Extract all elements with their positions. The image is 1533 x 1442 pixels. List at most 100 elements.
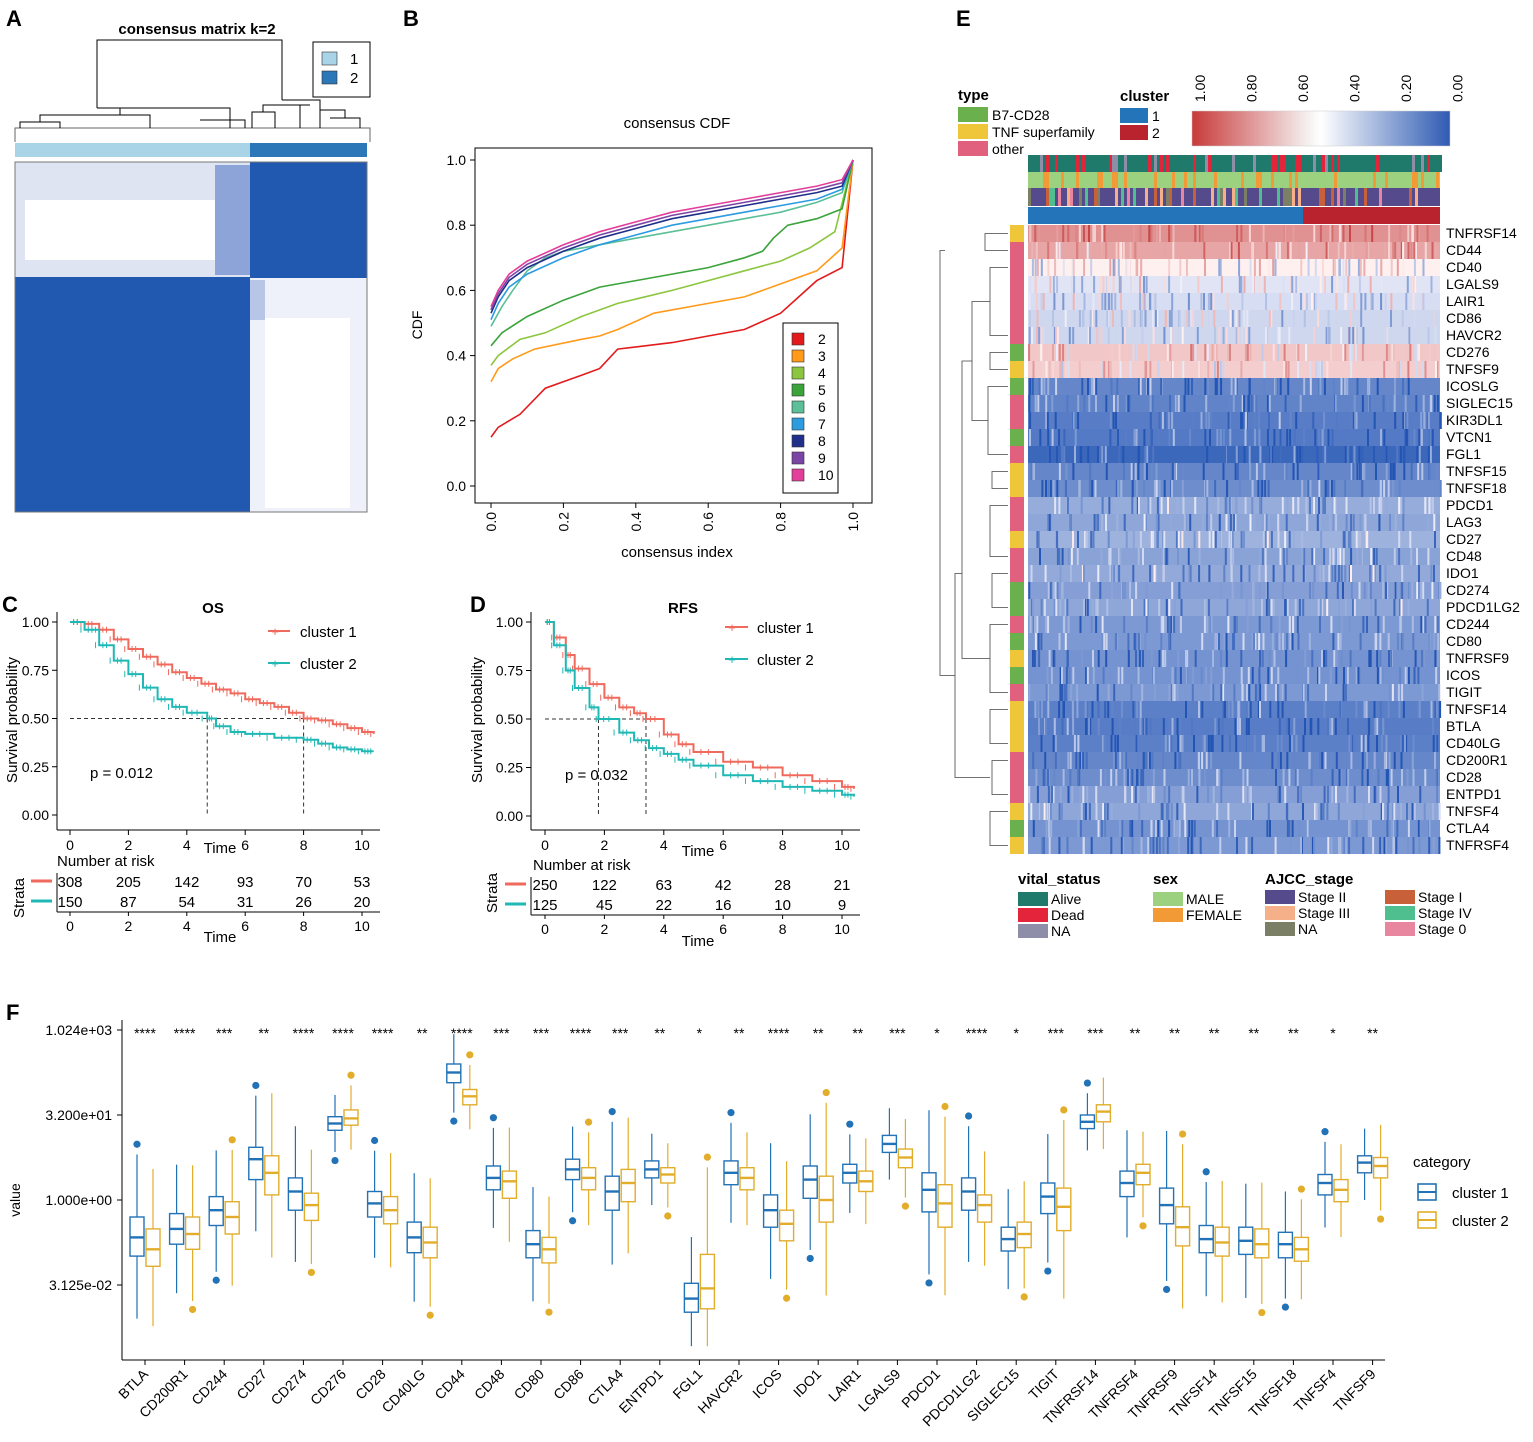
heatmap-stripe: [1059, 684, 1062, 701]
heatmap-stripe: [1089, 463, 1092, 480]
heatmap-stripe: [1169, 395, 1172, 412]
heatmap-stripe: [1405, 293, 1408, 310]
heatmap-stripe: [1170, 514, 1173, 531]
annotation-cell: [1301, 155, 1304, 172]
heatmap-stripe: [1220, 531, 1223, 548]
outlier-point: [783, 1294, 791, 1302]
row-type-LGALS9: [1010, 276, 1024, 293]
stage-swatch-0: [1265, 890, 1295, 904]
heatmap-stripe: [1284, 463, 1286, 480]
heatmap-stripe: [1436, 616, 1439, 633]
heatmap-stripe: [1163, 531, 1166, 548]
heatmap-stripe: [1164, 310, 1167, 327]
heatmap-stripe: [1105, 463, 1108, 480]
y-tick-label: 3.200e+01: [45, 1107, 112, 1123]
box-TNFSF14-cluster-2: [1214, 1180, 1230, 1303]
panel-d: D RFS 0.000.250.500.751.000 2 4 6 8 10 Surviv…: [469, 592, 860, 950]
heatmap-stripe: [1358, 276, 1361, 293]
gene-label-VTCN1: VTCN1: [1446, 429, 1492, 445]
y-tick-label: 1.0: [447, 152, 467, 168]
heatmap-stripe: [1151, 752, 1154, 769]
heatmap-stripe: [1171, 463, 1174, 480]
heatmap-stripe: [1386, 769, 1389, 786]
heatmap-stripe: [1258, 429, 1261, 446]
y-tick-label: 0.50: [22, 711, 49, 727]
heatmap-stripe: [1335, 752, 1338, 769]
heatmap-row-IDO1: [1028, 565, 1440, 582]
row-type-FGL1: [1010, 446, 1024, 463]
box-body: [802, 1165, 818, 1199]
heatmap-stripe: [1090, 259, 1093, 276]
box-body: [248, 1146, 264, 1181]
heatmap-stripe: [1033, 616, 1036, 633]
box-CD276-cluster-1: [327, 1094, 343, 1165]
heatmap-stripe: [1240, 667, 1243, 684]
heatmap-stripe: [1141, 718, 1144, 735]
box-body: [778, 1209, 795, 1242]
panel-c-curves: [70, 619, 375, 815]
annotation-cell: [1109, 155, 1112, 172]
heatmap-stripe: [1383, 429, 1386, 446]
heatmap-stripe: [1412, 837, 1415, 854]
risk-cell: 125: [532, 897, 557, 914]
heatmap-stripe: [1251, 837, 1254, 854]
heatmap-stripe: [1305, 480, 1308, 497]
heatmap-stripe: [1346, 378, 1349, 395]
heatmap-stripe: [1248, 786, 1251, 803]
heatmap-stripe: [1346, 667, 1349, 684]
row-type-TNFRSF9: [1010, 650, 1024, 667]
heatmap-stripe: [1105, 650, 1108, 667]
heatmap-stripe: [1231, 701, 1234, 718]
heatmap-stripe: [1321, 650, 1323, 667]
heatmap-stripe: [1431, 429, 1434, 446]
legend-swatch-2: [321, 70, 338, 85]
heatmap-stripe: [1338, 259, 1341, 276]
x-tick-label-CD86: CD86: [550, 1366, 587, 1403]
row-type-SIGLEC15: [1010, 395, 1024, 412]
heatmap-stripe: [1112, 412, 1115, 429]
heatmap-stripe: [1317, 599, 1320, 616]
heatmap-stripe: [1299, 446, 1301, 463]
heatmap-stripe: [1236, 718, 1239, 735]
heatmap-stripe: [1090, 837, 1093, 854]
heatmap-stripe: [1348, 616, 1351, 633]
heatmap-stripe: [1048, 650, 1051, 667]
heatmap-stripe: [1359, 378, 1362, 395]
heatmap-stripe: [1309, 480, 1312, 497]
heatmap-stripe: [1034, 276, 1037, 293]
heatmap-stripe: [1344, 293, 1347, 310]
heatmap-stripe: [1162, 616, 1165, 633]
heatmap-stripe: [1313, 837, 1316, 854]
heatmap-stripe: [1066, 650, 1069, 667]
heatmap-stripe: [1329, 225, 1332, 242]
heatmap-stripe: [1051, 395, 1054, 412]
heatmap-stripe: [1069, 769, 1072, 786]
heatmap-stripe: [1296, 769, 1299, 786]
heatmap-stripe: [1277, 344, 1280, 361]
heatmap-stripe: [1047, 582, 1050, 599]
stage-legend-label-0: Stage II: [1298, 889, 1346, 905]
heatmap-stripe: [1335, 667, 1338, 684]
heatmap-stripe: [1144, 310, 1147, 327]
risk-cell: 22: [655, 897, 672, 914]
heatmap-stripe: [1207, 293, 1210, 310]
heatmap-stripe: [1422, 293, 1425, 310]
annotation-cluster-2: [1303, 207, 1440, 224]
heatmap-stripe: [1173, 684, 1176, 701]
heatmap-stripe: [1069, 752, 1072, 769]
heatmap-stripe: [1355, 820, 1358, 837]
heatmap-stripe: [1284, 786, 1287, 803]
heatmap-stripe: [1319, 225, 1322, 242]
km-curve-cluster-2: [545, 621, 855, 797]
heatmap-stripe: [1062, 259, 1065, 276]
cluster-legend-label-2: 2: [1152, 125, 1160, 141]
heatmap-stripe: [1375, 633, 1378, 650]
heatmap-stripe: [1220, 276, 1223, 293]
heatmap-stripe: [1145, 752, 1147, 769]
heatmap-stripe: [1145, 582, 1148, 599]
box-TNFSF4-cluster-1: [1317, 1128, 1333, 1228]
heatmap-stripe: [1148, 616, 1151, 633]
heatmap-stripe: [1272, 344, 1275, 361]
outlier-point: [1202, 1168, 1210, 1176]
heatmap-stripe: [1342, 344, 1345, 361]
